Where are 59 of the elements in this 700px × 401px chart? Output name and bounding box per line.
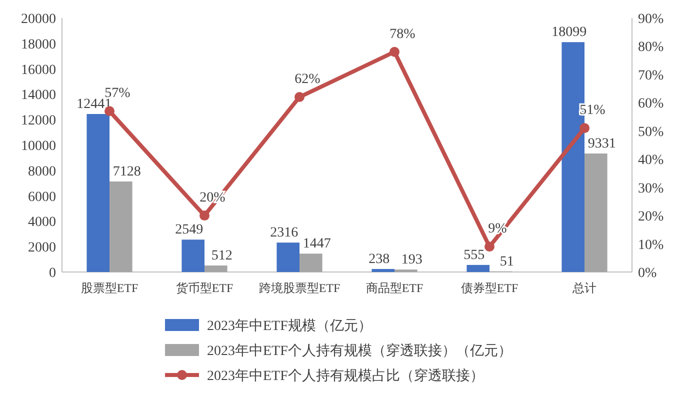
data-label: 1447 [302, 236, 331, 252]
point [294, 92, 304, 102]
x-tick-label: 总计 [572, 281, 596, 295]
point [484, 242, 494, 252]
bar [204, 266, 228, 272]
point [200, 210, 210, 221]
y-tick-label: 20000 [21, 12, 56, 27]
y-tick-label: 2000 [28, 240, 56, 256]
y2-tick-label: 80% [638, 40, 664, 56]
y2-tick-label: 50% [638, 124, 664, 140]
x-tick-label: 商品型ETF [366, 281, 424, 295]
legend-label: 2023年中ETF规模（亿元） [207, 318, 372, 334]
data-label: 7128 [112, 164, 141, 180]
bar [86, 114, 110, 272]
data-label: 193 [401, 252, 422, 268]
bar [182, 240, 204, 272]
data-label: 512 [211, 248, 232, 264]
point [580, 123, 590, 134]
bar [300, 254, 322, 272]
point [390, 46, 400, 57]
x-tick-label: 跨境股票型ETF [258, 281, 340, 295]
y2-tick-label: 0% [638, 266, 657, 281]
y-tick-label: 0 [49, 266, 56, 281]
bar [372, 268, 394, 272]
y-tick-label: 4000 [28, 215, 56, 230]
data-label: 9331 [588, 136, 616, 152]
y-tick-label: 12000 [21, 114, 56, 129]
y-tick-label: 10000 [21, 139, 56, 154]
x-tick-label: 债券型ETF [460, 281, 518, 295]
data-label: 51 [500, 254, 514, 270]
data-label: 2316 [270, 226, 298, 241]
data-label: 2549 [175, 222, 204, 238]
legend-label: 2023年中ETF个人持有规模（穿透联接）（亿元） [207, 343, 512, 359]
bar [276, 242, 300, 272]
x-tick-label: 股票型ETF [80, 281, 138, 295]
data-label: 238 [368, 252, 390, 267]
y-tick-label: 16000 [21, 62, 56, 78]
bar [110, 181, 132, 272]
data-label: 12441 [76, 97, 112, 112]
bar [584, 153, 608, 272]
point [104, 106, 114, 116]
y-tick-label: 14000 [21, 88, 56, 104]
y-tick-label: 8000 [28, 164, 56, 180]
data-label: 555 [464, 248, 485, 263]
y-tick-label: 18000 [21, 37, 56, 52]
y2-tick-label: 70% [638, 68, 664, 84]
y2-tick-label: 10% [638, 238, 664, 253]
y2-tick-label: 40% [638, 153, 664, 168]
data-label: 62% [294, 72, 321, 88]
y-tick-label: 6000 [28, 190, 56, 205]
y2-tick-label: 20% [638, 210, 664, 225]
data-label: 18099 [552, 25, 587, 40]
y2-tick-label: 90% [638, 12, 664, 27]
y2-tick-label: 30% [638, 181, 664, 196]
y2-tick-label: 60% [638, 96, 664, 112]
data-label: 78% [390, 26, 416, 42]
bar [466, 264, 490, 272]
legend-label: 2023年中ETF个人持有规模占比（穿透联接） [207, 368, 484, 384]
x-tick-label: 货币型ETF [176, 281, 234, 295]
